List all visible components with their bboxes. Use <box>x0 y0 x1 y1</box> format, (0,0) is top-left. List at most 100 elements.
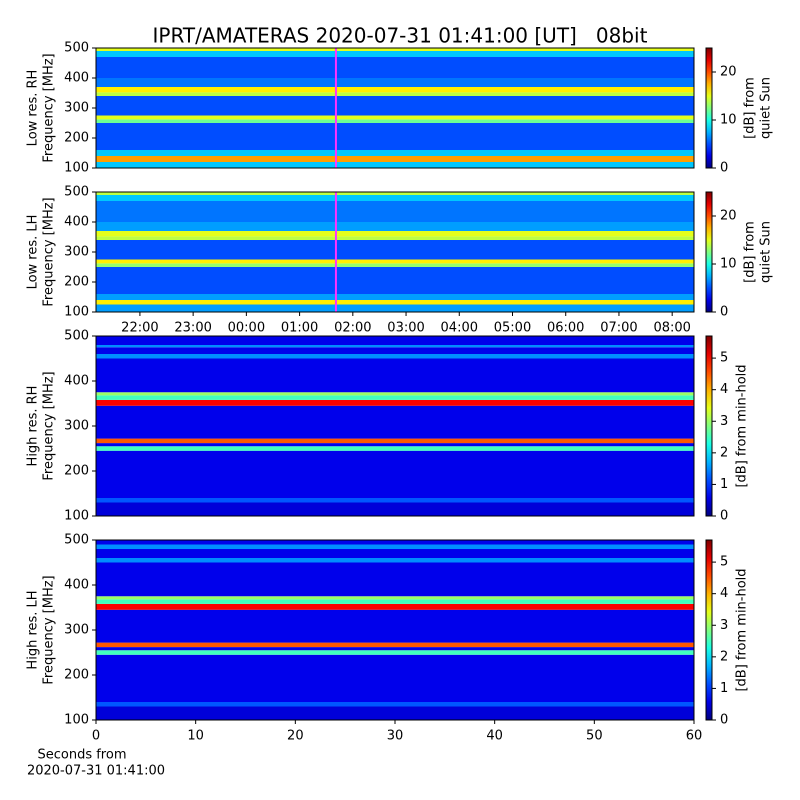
heatmap-band <box>96 540 694 545</box>
y-tick-label: 100 <box>64 161 89 176</box>
heatmap-band <box>96 51 694 57</box>
x-tick-label: 07:00 <box>600 321 637 336</box>
x-tick-label: 03:00 <box>387 321 424 336</box>
heatmap-band <box>96 358 694 393</box>
heatmap-band <box>96 395 694 400</box>
heatmap-band <box>96 156 694 162</box>
colorbar-tick-label: 4 <box>720 382 728 397</box>
heatmap-band <box>96 544 694 549</box>
heatmap-band <box>96 78 694 87</box>
heatmap-band <box>96 498 694 503</box>
heatmap-band <box>96 596 694 600</box>
colorbar-tick-label: 3 <box>720 618 728 633</box>
colorbar-tick-label: 20 <box>720 209 737 224</box>
heatmap-band <box>96 443 694 447</box>
y-tick-label: 100 <box>64 305 89 320</box>
heatmap-band <box>96 162 694 168</box>
x-tick-label: 01:00 <box>281 321 318 336</box>
heatmap-band <box>96 647 694 651</box>
heatmap-band <box>96 642 694 648</box>
colorbar-tick-label: 5 <box>720 555 728 570</box>
heatmap-band <box>96 123 694 150</box>
y-tick-label: 500 <box>64 185 89 200</box>
heatmap-band <box>96 599 694 604</box>
heatmap-band <box>96 603 694 610</box>
heatmap-band <box>96 336 694 345</box>
colorbar-tick-label: 1 <box>720 477 728 492</box>
heatmap-band <box>96 347 694 354</box>
y-axis-label: Low res. RH <box>26 70 41 147</box>
x-tick-label: 04:00 <box>441 321 478 336</box>
colorbar-tick-label: 10 <box>720 113 737 128</box>
heatmap-band <box>96 192 694 195</box>
colorbar-tick-label: 5 <box>720 351 728 366</box>
y-tick-label: 400 <box>64 374 89 389</box>
heatmap-band <box>96 96 694 116</box>
heatmap-band <box>96 549 694 558</box>
heatmap-band <box>96 267 694 294</box>
heatmap-band <box>96 240 694 260</box>
heatmap-band <box>96 502 694 516</box>
heatmap-band <box>96 222 694 231</box>
heatmap-band <box>96 195 694 201</box>
heatmap-band <box>96 706 694 720</box>
heatmap-band <box>96 450 694 498</box>
heatmap-band <box>96 119 694 123</box>
y-tick-label: 300 <box>64 245 89 260</box>
y-tick-label: 400 <box>64 71 89 86</box>
x-tick-label: 22:00 <box>121 321 158 336</box>
colorbar-tick-label: 3 <box>720 414 728 429</box>
colorbar-label: quiet Sun <box>759 221 774 283</box>
x-tick-label: 23:00 <box>174 321 211 336</box>
heatmap-band <box>96 438 694 444</box>
heatmap-band <box>96 392 694 396</box>
y-axis-label: High res. RH <box>26 386 41 467</box>
heatmap-band <box>96 231 694 237</box>
x-tick-label: 05:00 <box>494 321 531 336</box>
x-axis-label: Seconds from <box>37 748 126 763</box>
y-tick-label: 400 <box>64 578 89 593</box>
heatmap-band <box>96 650 694 655</box>
colorbar-tick-label: 0 <box>720 161 728 176</box>
x-tick-label: 06:00 <box>547 321 584 336</box>
x-tick-label: 10 <box>187 729 204 744</box>
y-tick-label: 200 <box>64 131 89 146</box>
heatmap-band <box>96 236 694 240</box>
y-tick-label: 100 <box>64 509 89 524</box>
x-axis-label: 2020-07-31 01:41:00 <box>27 764 165 779</box>
y-tick-label: 300 <box>64 101 89 116</box>
y-axis-label: Frequency [MHz] <box>42 575 57 684</box>
colorbar-tick-label: 0 <box>720 305 728 320</box>
heatmap-band <box>96 263 694 267</box>
heatmap-band <box>96 558 694 563</box>
heatmap-band <box>96 304 694 312</box>
heatmap-band <box>96 87 694 93</box>
colorbar-label: [dB] from <box>743 221 758 283</box>
heatmap-band <box>96 354 694 359</box>
y-tick-label: 200 <box>64 275 89 290</box>
x-tick-label: 40 <box>486 729 503 744</box>
colorbar-label: [dB] from min-hold <box>735 568 750 691</box>
colorbar-tick-label: 10 <box>720 257 737 272</box>
colorbar-label: quiet Sun <box>759 77 774 139</box>
colorbar-label: [dB] from <box>743 77 758 139</box>
heatmap-band <box>96 446 694 451</box>
heatmap-band <box>96 57 694 78</box>
heatmap-band <box>96 115 694 120</box>
y-axis-label: Frequency [MHz] <box>42 197 57 306</box>
heatmap-band <box>96 654 694 702</box>
y-tick-label: 300 <box>64 623 89 638</box>
y-axis-label: Frequency [MHz] <box>42 53 57 162</box>
heatmap-band <box>96 48 694 51</box>
colorbar <box>705 539 713 721</box>
heatmap-band <box>96 300 694 305</box>
heatmap-band <box>96 399 694 406</box>
heatmap-band <box>96 562 694 597</box>
colorbar-label: [dB] from min-hold <box>735 364 750 487</box>
x-tick-label: 00:00 <box>228 321 265 336</box>
colorbar-tick-label: 4 <box>720 586 728 601</box>
colorbar <box>705 191 713 313</box>
colorbar-tick-label: 2 <box>720 649 728 664</box>
y-tick-label: 500 <box>64 41 89 56</box>
